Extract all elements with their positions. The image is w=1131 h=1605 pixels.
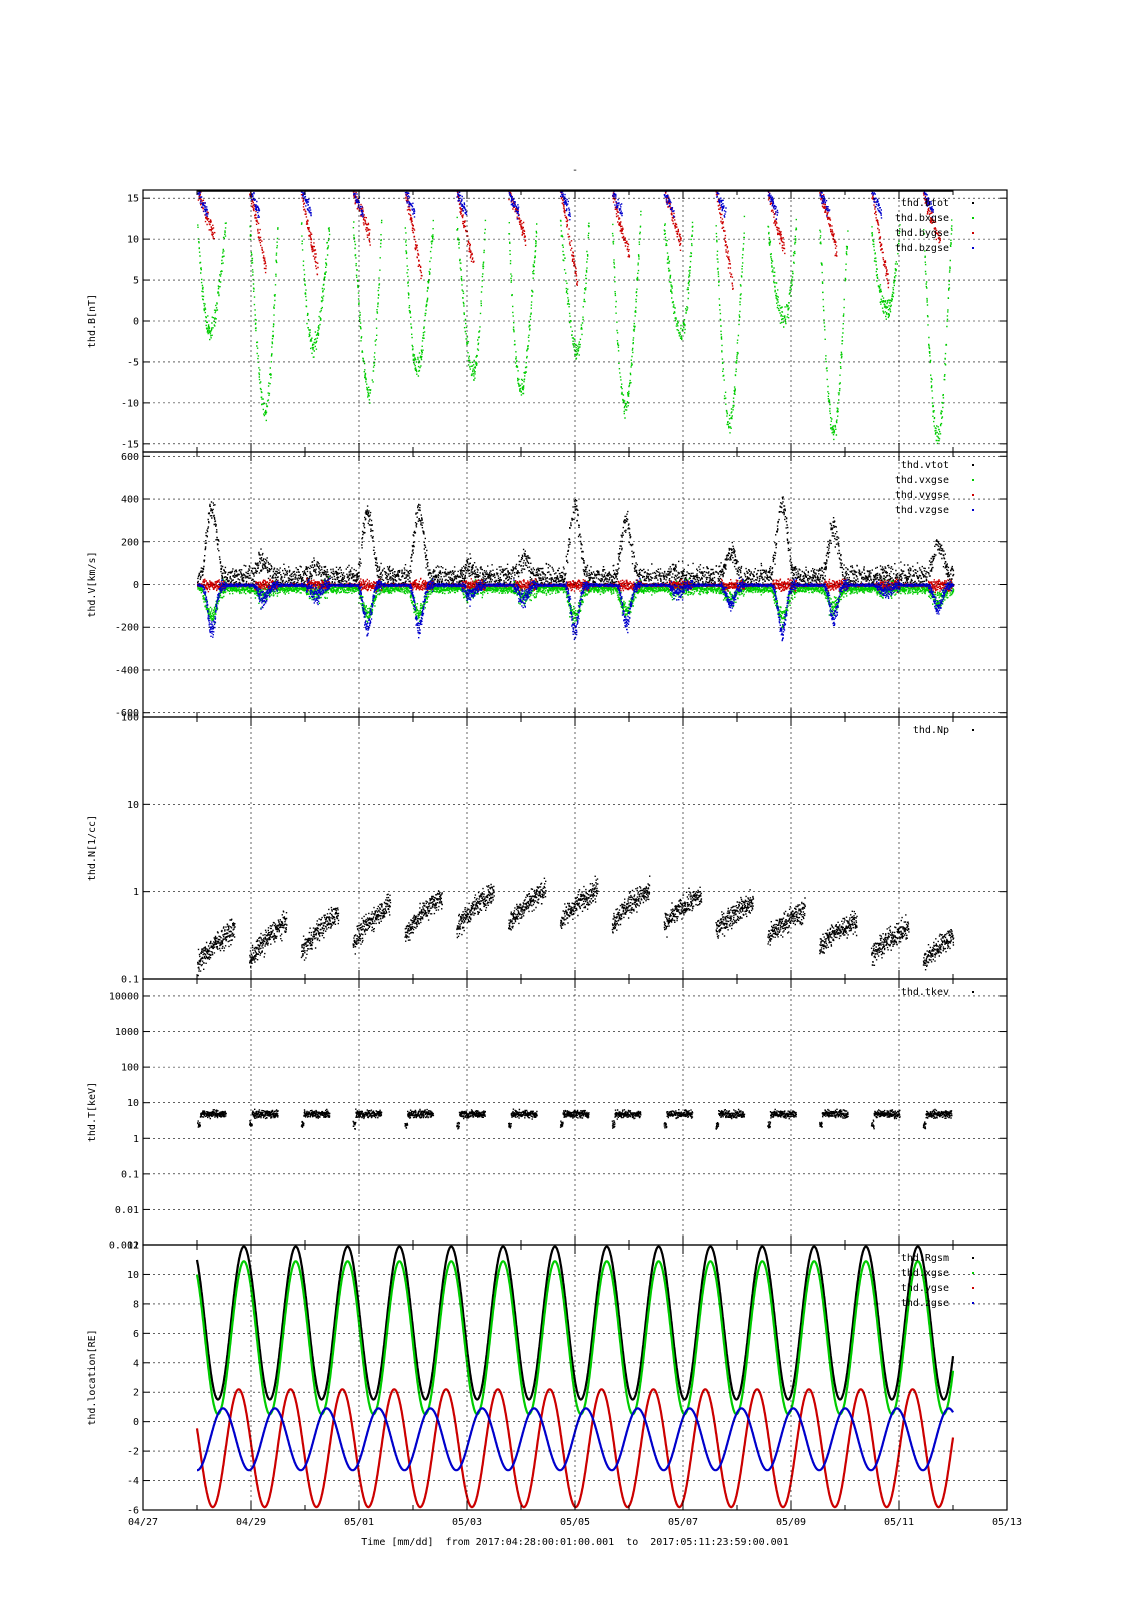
legend-label: thd.bygse (895, 228, 949, 239)
legend-swatch (972, 232, 974, 234)
y-axis-label: thd.B[nT] (87, 294, 98, 348)
legend-swatch (972, 991, 974, 993)
y-tick-label: 100 (121, 713, 139, 724)
legend-swatch (972, 729, 974, 731)
y-tick-label: 0.001 (109, 1241, 139, 1252)
y-tick-label: 1000 (115, 1027, 139, 1038)
series-thd.vtot (197, 496, 955, 586)
legend-label: thd.zgse (901, 1298, 949, 1309)
legend-swatch (972, 1257, 974, 1259)
legend-swatch (972, 479, 974, 481)
legend-label: thd.Rgsm (901, 1253, 949, 1264)
y-tick-label: -5 (127, 357, 139, 368)
legend-label: thd.vzgse (895, 505, 949, 516)
series-thd.vxgse (197, 576, 955, 629)
y-tick-label: 1 (133, 1134, 139, 1145)
y-tick-label: 10 (127, 1270, 139, 1281)
y-tick-label: 10000 (109, 991, 139, 1002)
plot-area (197, 496, 955, 642)
panel-V: -600 -400 -200 0 200 400 600 thd.V[km/s] thd.vto… (87, 451, 1008, 719)
panel-frame (142, 1244, 1008, 1511)
legend-label: thd.bzgse (895, 243, 949, 254)
y-tick-label: 600 (121, 452, 139, 463)
legend-label: thd.xgse (901, 1268, 949, 1279)
x-tick-label: 05/05 (560, 1517, 590, 1528)
y-tick-label: 400 (121, 495, 139, 506)
y-tick-label: 0 (133, 580, 139, 591)
y-tick-label: 8 (133, 1299, 139, 1310)
y-tick-label: 100 (121, 1063, 139, 1074)
figure-title: - (572, 165, 578, 176)
x-tick-label: 05/11 (884, 1517, 914, 1528)
legend-swatch (972, 217, 974, 219)
y-tick-label: 0.1 (121, 1169, 139, 1180)
x-axis-label: Time [mm/dd] from 2017:04:28:00:01:00.00… (361, 1537, 788, 1548)
legend-label: thd.vtot (901, 460, 949, 471)
series-thd.vzgse (197, 577, 955, 642)
y-tick-label: 10 (127, 800, 139, 811)
legend-swatch (972, 464, 974, 466)
y-axis-label: thd.N[1/cc] (87, 815, 98, 881)
panel-T: 0.01 0.1 1 10 100 1000 10000 0.001 thd.T[keV] thd… (87, 978, 1008, 1252)
y-tick-label: 15 (127, 194, 139, 205)
legend-swatch (972, 1287, 974, 1289)
legend-label: thd.btot (901, 198, 949, 209)
legend-label: thd.Np (913, 725, 949, 736)
y-tick-label: 0.1 (121, 975, 139, 986)
y-tick-label: -200 (115, 623, 139, 634)
y-tick-label: 2 (133, 1388, 139, 1399)
y-tick-label: 4 (133, 1358, 139, 1369)
x-axis: 04/27 04/29 05/01 05/03 05/05 05/07 05/09 05/11… (128, 1517, 1022, 1528)
legend-swatch (972, 1302, 974, 1304)
y-tick-label: 6 (133, 1329, 139, 1340)
y-tick-label: 0 (133, 317, 139, 328)
y-tick-label: -400 (115, 665, 139, 676)
x-tick-label: 04/27 (128, 1517, 158, 1528)
y-tick-label: -6 (127, 1506, 139, 1517)
panels: -15-10-5051015thd.B[nT]thd.btotthd.bxgse… (87, 189, 1008, 1517)
y-tick-label: -600 (115, 708, 139, 719)
series-thd.tkev (197, 1108, 953, 1130)
plot-area (197, 1108, 953, 1130)
legend-swatch (972, 202, 974, 204)
x-tick-label: 05/01 (344, 1517, 374, 1528)
legend-swatch (972, 247, 974, 249)
y-tick-label: 12 (127, 1241, 139, 1252)
x-tick-label: 05/13 (992, 1517, 1022, 1528)
y-tick-label: 200 (121, 537, 139, 548)
series-thd.vygse (197, 577, 955, 594)
y-tick-label: 0 (133, 1417, 139, 1428)
x-tick-label: 04/29 (236, 1517, 266, 1528)
legend-label: thd.vxgse (895, 475, 949, 486)
y-tick-label: -15 (121, 439, 139, 450)
y-tick-label: 5 (133, 276, 139, 287)
y-axis-label: thd.location[RE] (87, 1329, 98, 1425)
legend-label: thd.bxgse (895, 213, 949, 224)
y-tick-label: 0.01 (115, 1205, 139, 1216)
y-tick-label: 10 (127, 1098, 139, 1109)
x-tick-label: 05/03 (452, 1517, 482, 1528)
y-tick-label: -4 (127, 1476, 139, 1487)
legend-swatch (972, 509, 974, 511)
legend-label: thd.vygse (895, 490, 949, 501)
legend-swatch (972, 1272, 974, 1274)
y-tick-label: 1 (133, 887, 139, 898)
legend-label: thd.tkev (901, 987, 949, 998)
legend-swatch (972, 494, 974, 496)
y-axis-label: thd.T[keV] (87, 1082, 98, 1142)
y-axis-label: thd.V[km/s] (87, 551, 98, 617)
y-tick-label: 10 (127, 235, 139, 246)
panel-L: -6 -4 -2 0 2 4 6 8 10 12 thd.location[RE] thd.Rgsm t… (87, 1241, 1008, 1517)
x-tick-label: 05/09 (776, 1517, 806, 1528)
x-tick-label: 05/07 (668, 1517, 698, 1528)
legend-label: thd.ygse (901, 1283, 949, 1294)
y-tick-label: -2 (127, 1447, 139, 1458)
y-tick-label: -10 (121, 398, 139, 409)
